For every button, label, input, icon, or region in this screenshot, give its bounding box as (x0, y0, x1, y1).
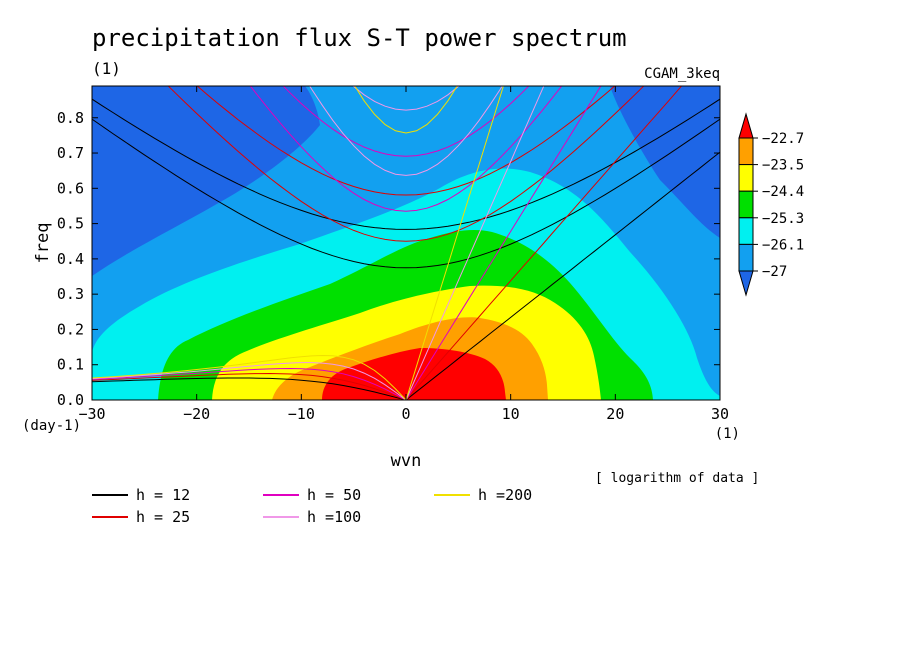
x-tick-label: 0 (401, 405, 410, 423)
curve-legend: h = 12 h = 25 h = 50 h =100 h =200 (92, 486, 532, 526)
colorbar-label: −26.1 (762, 237, 804, 253)
y-tick-label: 0.7 (57, 144, 84, 162)
y-units-label: (day-1) (22, 418, 81, 434)
x-units-label: (1) (715, 426, 740, 442)
colorbar: −22.7 −23.5 −24.4 −25.3 −26.1 −27 (738, 112, 804, 297)
colorbar-swatch (738, 217, 754, 245)
rossby-curve (92, 367, 407, 400)
y-tick-label: 0.1 (57, 356, 84, 374)
colorbar-label: −27 (762, 264, 787, 280)
legend-label: h =100 (307, 508, 361, 526)
colorbar-swatch (738, 137, 754, 166)
rossby-curve (92, 354, 407, 400)
kelvin-curve (405, 86, 683, 400)
gravity-wave-curve (309, 86, 503, 176)
colorbar-swatch (738, 164, 754, 192)
gravity-wave-curve (282, 86, 530, 157)
gravity-wave-curve (354, 86, 458, 134)
colorbar-label: −24.4 (762, 184, 804, 200)
colorbar-arrow-top (738, 112, 754, 139)
y-tick-label: 0.8 (57, 109, 84, 127)
gravity-wave-curve (249, 86, 563, 212)
contour-fill (92, 86, 720, 400)
colorbar-label: −23.5 (762, 158, 804, 174)
legend-label: h = 50 (307, 486, 361, 504)
kelvin-curve (405, 151, 720, 400)
colorbar-swatch (738, 190, 754, 219)
kelvin-curve (405, 86, 602, 400)
y-tick-label: 0.2 (57, 320, 84, 338)
dataset-label: CGAM_3keq (644, 66, 720, 82)
y-tick-label: 0.3 (57, 285, 84, 303)
gravity-wave-curve (92, 98, 720, 230)
gravity-wave-curve (196, 86, 616, 196)
x-tick-label: −10 (288, 405, 315, 423)
colorbar-label: −22.7 (762, 131, 804, 147)
gravity-wave-curve (352, 86, 460, 111)
legend-label: h = 25 (136, 508, 190, 526)
kelvin-curve (405, 86, 504, 400)
y-tick-label: 0.4 (57, 250, 84, 268)
rossby-curve (92, 377, 407, 400)
rossby-curve (92, 362, 407, 400)
x-tick-label: −30 (78, 405, 105, 423)
legend-label: h = 12 (136, 486, 190, 504)
kelvin-curve (405, 86, 545, 400)
x-tick-label: 30 (711, 405, 729, 423)
rossby-curve (92, 372, 407, 400)
x-axis-label: wvn (391, 451, 422, 471)
dispersion-curves (92, 86, 720, 400)
gravity-wave-curve (92, 118, 720, 269)
colorbar-label: −25.3 (762, 211, 804, 227)
log-note: [ logarithm of data ] (595, 471, 759, 486)
y-tick-label: 0.6 (57, 179, 84, 197)
axes: −30 −20 −10 0 10 20 30 0.0 0.1 0.2 0.3 0.4 0.5 0.6 0.7… (57, 86, 729, 423)
units-label: (1) (92, 59, 121, 78)
legend-label: h =200 (478, 486, 532, 504)
colorbar-arrow-bottom (738, 270, 754, 297)
y-tick-label: 0.0 (57, 391, 84, 409)
y-tick-label: 0.5 (57, 215, 84, 233)
x-tick-label: 20 (606, 405, 624, 423)
chart-title: precipitation flux S-T power spectrum (92, 24, 627, 52)
x-tick-label: −20 (183, 405, 210, 423)
colorbar-swatch (738, 243, 754, 272)
gravity-wave-curve (167, 86, 645, 242)
y-axis-label: freq (33, 223, 53, 264)
x-tick-label: 10 (502, 405, 520, 423)
